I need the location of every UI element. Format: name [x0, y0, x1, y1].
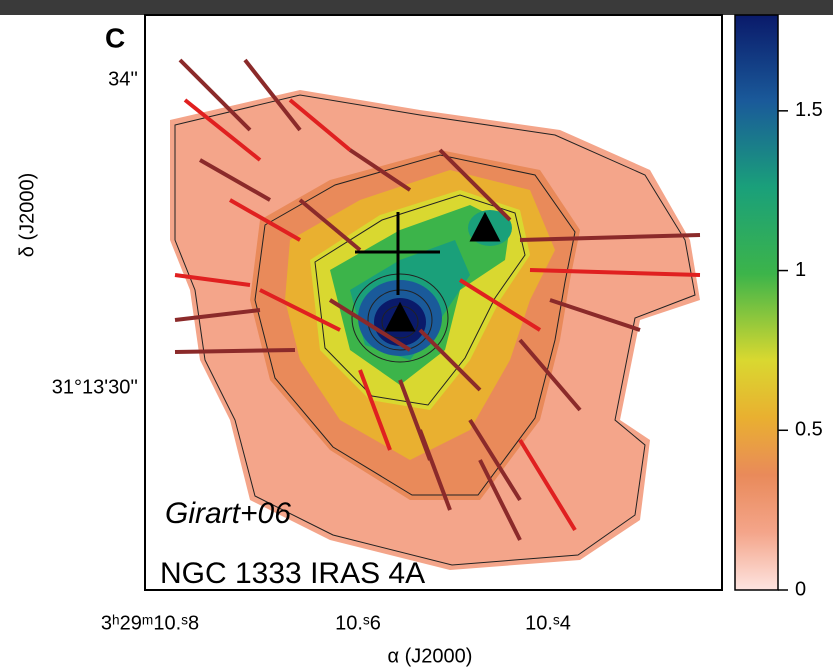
colorbar-tick-label: 0.5	[795, 419, 823, 441]
top-bar	[0, 0, 833, 15]
colorbar	[735, 15, 778, 590]
colorbar-tick-label: 1	[795, 259, 806, 281]
x-tick-label: 10.ˢ6	[335, 612, 381, 634]
colorbar-tick-label: 1.5	[795, 99, 823, 121]
x-tick-label: 3ʰ29ᵐ10.ˢ8	[101, 612, 199, 634]
y-tick-label: 31°13'30''	[52, 376, 138, 398]
panel-label: C	[105, 22, 125, 53]
x-axis-label: α (J2000)	[388, 645, 473, 667]
y-axis-label: δ (J2000)	[16, 173, 38, 258]
figure: C δ (J2000) α (J2000) 34'' 31°13'30'' 3ʰ…	[0, 0, 833, 671]
y-tick-label: 34''	[108, 68, 138, 90]
colorbar-tick-label: 0	[795, 578, 806, 600]
annotation: Girart+06	[165, 497, 291, 530]
annotation: NGC 1333 IRAS 4A	[160, 557, 425, 590]
x-tick-label: 10.ˢ4	[525, 612, 571, 634]
